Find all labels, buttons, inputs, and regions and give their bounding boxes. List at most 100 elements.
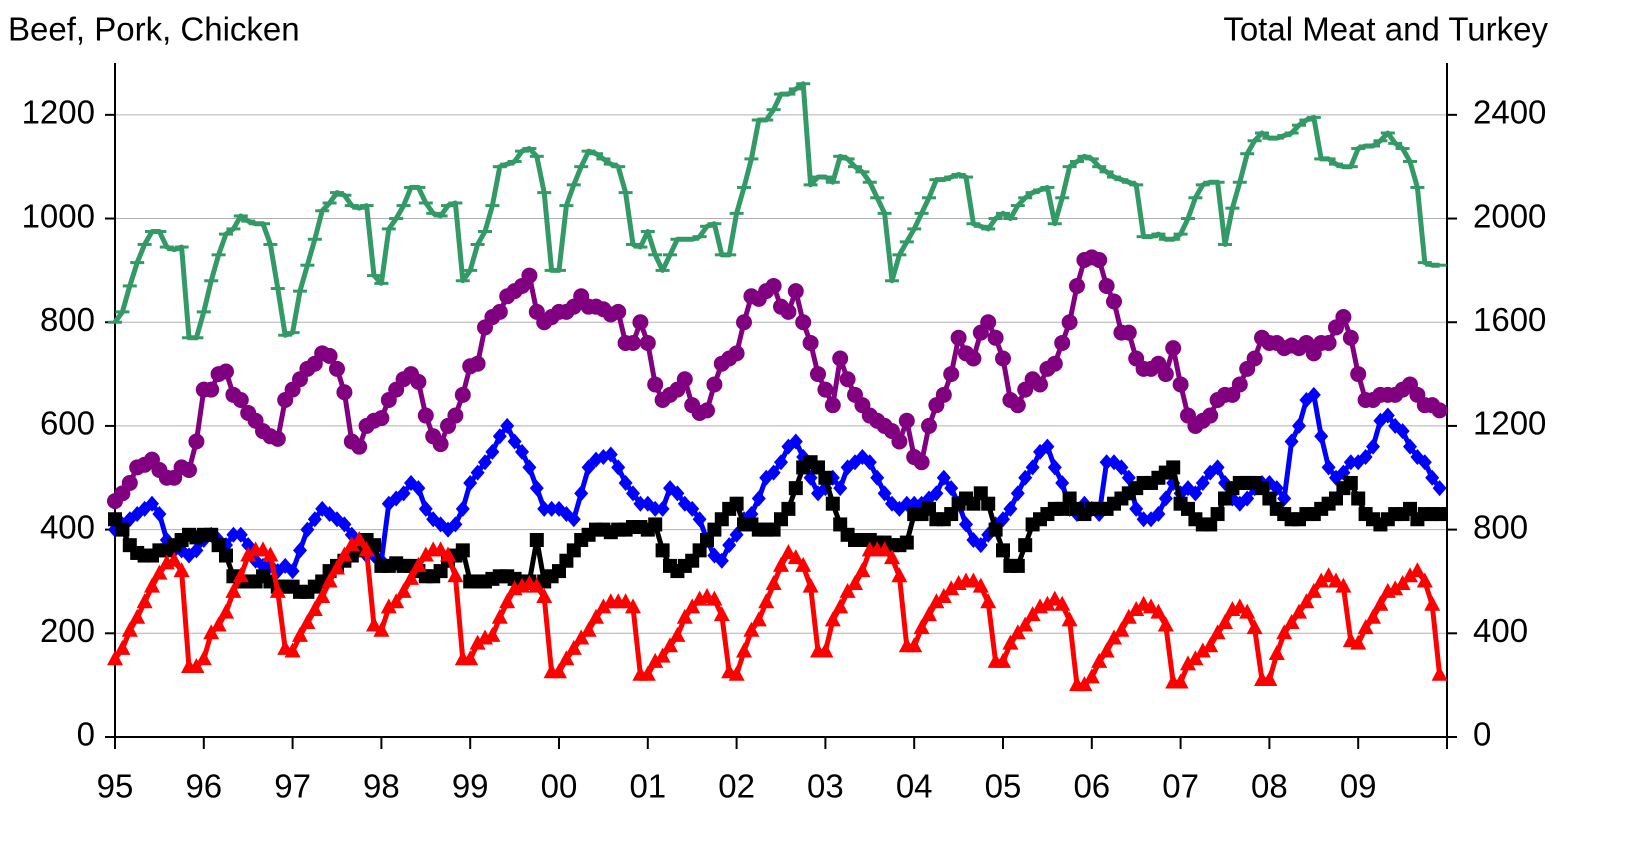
marker [1351,491,1366,506]
marker [188,433,205,450]
marker [1210,459,1225,476]
marker [470,464,485,481]
y-tick-label: 800 [40,301,95,338]
marker [1358,449,1373,466]
marker [432,436,449,453]
marker [432,541,449,557]
marker [1172,376,1189,393]
marker [854,562,871,578]
marker [676,608,693,624]
marker [743,621,760,637]
marker [617,593,634,609]
y2-tick-label: 1600 [1473,301,1546,338]
marker [670,485,685,502]
marker [980,314,997,331]
marker [395,582,412,598]
marker [454,386,471,403]
y2-tick-label: 2400 [1473,94,1546,131]
marker [935,386,952,403]
marker [780,303,797,320]
marker [684,598,701,614]
marker [825,496,840,511]
marker [795,314,812,331]
y-tick-label: 600 [40,405,95,442]
marker [1431,402,1448,419]
marker [780,543,797,559]
marker [980,593,997,609]
marker [1009,624,1026,640]
x-tick-label: 01 [629,768,666,805]
x-tick-label: 04 [896,768,933,805]
marker [817,642,834,658]
marker [219,548,233,563]
marker [1106,293,1122,310]
marker [292,626,308,642]
marker [1320,567,1337,583]
x-tick-label: 95 [97,768,134,805]
marker [1357,619,1374,635]
marker [145,495,159,512]
marker [240,546,257,562]
marker [870,469,885,486]
marker [891,567,908,583]
marker [626,485,640,502]
marker [114,639,131,655]
marker [1098,277,1115,294]
marker [728,345,745,362]
marker [107,650,123,666]
marker [1009,397,1026,414]
marker [1424,595,1441,611]
marker [1061,611,1078,627]
x-tick-label: 99 [452,768,489,805]
marker [699,402,715,419]
marker [810,366,826,383]
marker [529,532,544,547]
marker [166,551,183,567]
marker [1018,469,1033,486]
marker [136,593,153,609]
marker [321,572,338,588]
marker [876,541,893,557]
y-tick-label: 400 [40,508,95,545]
marker [396,485,411,502]
x-tick-label: 06 [1073,768,1110,805]
marker [484,626,501,642]
x-tick-label: 08 [1251,768,1288,805]
marker [1209,624,1226,640]
marker [558,650,575,666]
marker [1314,428,1329,445]
marker [655,543,670,558]
marker [499,593,516,609]
marker [943,366,960,383]
marker [299,613,316,629]
marker [351,530,368,546]
x-tick-label: 05 [985,768,1022,805]
marker [403,569,419,585]
marker [1195,474,1210,491]
marker [195,650,212,666]
marker [1083,668,1100,684]
marker [411,480,426,497]
marker [351,438,368,455]
marker [722,537,737,554]
marker [943,580,960,596]
marker [647,652,664,668]
marker [1320,334,1337,351]
marker [1417,454,1432,471]
marker [418,500,433,517]
marker [1409,562,1426,578]
marker [1010,485,1025,502]
marker [1172,673,1189,689]
marker [1069,277,1085,294]
x-tick-label: 09 [1340,768,1377,805]
marker [1106,629,1122,645]
marker [515,443,529,460]
marker [462,650,479,666]
marker [1298,593,1315,609]
marker [936,469,951,486]
y2-tick-label: 0 [1473,716,1491,753]
marker [647,376,664,393]
marker [633,495,648,512]
marker [284,642,301,658]
marker [1099,454,1114,471]
